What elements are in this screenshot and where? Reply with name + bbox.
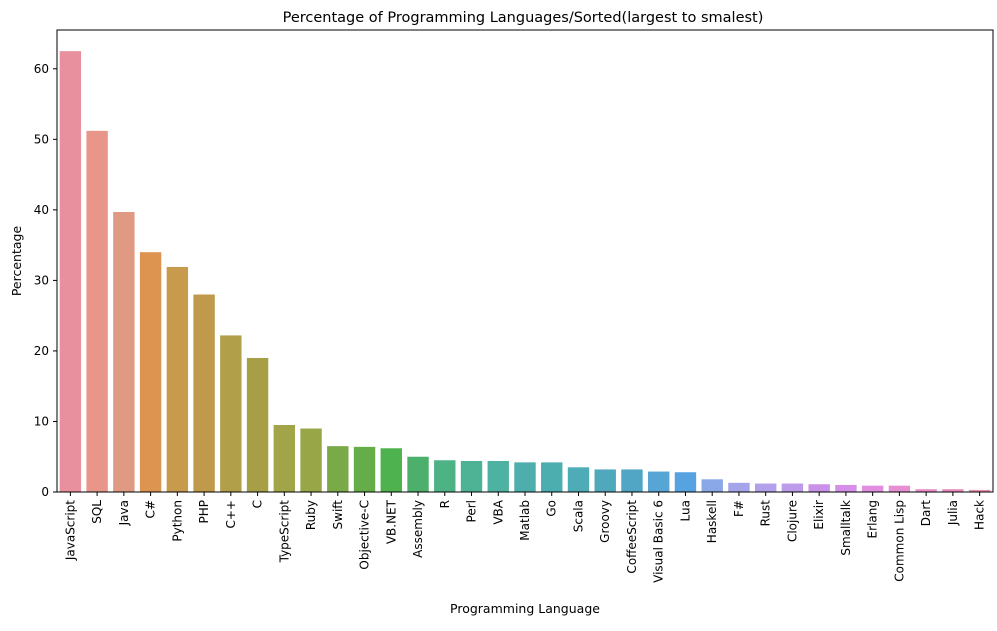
bar-erlang [861,485,884,492]
y-tick-label: 60 [34,62,49,76]
x-tick-label: PHP [197,500,211,524]
x-tick-label: Erlang [866,500,880,538]
x-tick-label: Scala [571,500,585,532]
x-tick-label: Objective-C [358,500,372,570]
bar-smalltalk [835,484,857,492]
x-tick-label: Java [117,500,131,526]
bar-scala [567,467,590,492]
x-tick-label: CoffeeScript [625,500,639,574]
plot-frame [56,29,994,493]
bar-dart [915,489,937,492]
bar-elixir [808,484,830,492]
bars [59,51,991,492]
bar-visual-basic-6 [648,471,670,492]
x-tick-label: Smalltalk [839,500,853,556]
chart-title: Percentage of Programming Languages/Sort… [283,10,764,26]
x-tick-label: TypeScript [277,500,291,564]
x-axis-label: Programming Language [450,601,600,616]
x-tick-label: Lua [678,500,692,521]
bar-haskell [701,479,723,492]
y-tick-label: 30 [34,273,49,287]
bar-c [246,357,269,492]
bar-julia [942,489,964,492]
y-tick-label: 0 [41,485,49,499]
bar-f- [728,482,750,492]
bar-clojure [781,483,804,492]
y-tick-label: 40 [34,203,49,217]
bar-groovy [594,469,616,492]
bar-hack [968,489,991,492]
x-tick-label: Ruby [304,500,318,530]
x-axis-ticks: JavaScript SQL Java C# Python PHP C++ C TypeScri… [63,492,987,583]
bar-lua [674,472,697,492]
x-tick-label: Python [170,500,184,542]
x-tick-label: Swift [331,500,345,530]
x-tick-label: Perl [465,500,479,522]
x-tick-label: Haskell [705,500,719,543]
x-tick-label: Elixir [812,500,826,530]
x-tick-label: Go [545,500,559,517]
x-tick-label: Hack [973,500,987,530]
bar-assembly [407,456,429,492]
x-tick-label: C++ [224,500,238,529]
x-tick-label: F# [732,500,746,517]
bar-r [434,460,456,492]
x-tick-label: VB.NET [384,499,398,544]
bar-ruby [300,428,322,492]
y-tick-label: 50 [34,132,49,146]
x-tick-label: Clojure [785,500,799,542]
bar-c- [139,252,162,492]
x-tick-label: JavaScript [63,500,77,561]
y-axis-ticks: 0 10 20 30 40 50 60 [34,62,57,499]
bar-php [193,294,215,492]
bar-go [541,462,563,492]
y-axis-label: Percentage [9,226,24,297]
bar-matlab [514,462,536,492]
x-tick-label: C# [144,500,158,518]
x-tick-label: Dart [919,500,933,527]
x-tick-label: R [438,500,452,508]
y-tick-label: 10 [34,414,49,428]
bar-java [113,211,135,492]
bar-common-lisp [888,485,911,492]
bar-c- [220,335,242,492]
y-tick-label: 20 [34,344,49,358]
x-tick-label: Rust [759,500,773,527]
bar-python [166,266,189,492]
x-tick-label: Julia [946,500,960,526]
x-tick-label: Groovy [598,500,612,543]
x-tick-label: Assembly [411,500,425,558]
x-tick-label: Matlab [518,500,532,541]
bar-sql [86,130,108,492]
bar-rust [754,483,777,492]
bar-coffeescript [621,469,643,492]
bar-objective-c [353,446,376,492]
x-tick-label: VBA [491,499,505,524]
bar-perl [460,460,483,492]
bar-vb-net [380,448,402,492]
x-tick-label: C [251,500,265,508]
x-tick-label: Common Lisp [892,500,906,582]
x-tick-label: SQL [90,500,104,524]
x-tick-label: Visual Basic 6 [652,500,666,583]
bar-typescript [273,424,296,492]
bar-javascript [59,51,82,492]
bar-vba [487,460,509,492]
bar-swift [327,446,349,492]
